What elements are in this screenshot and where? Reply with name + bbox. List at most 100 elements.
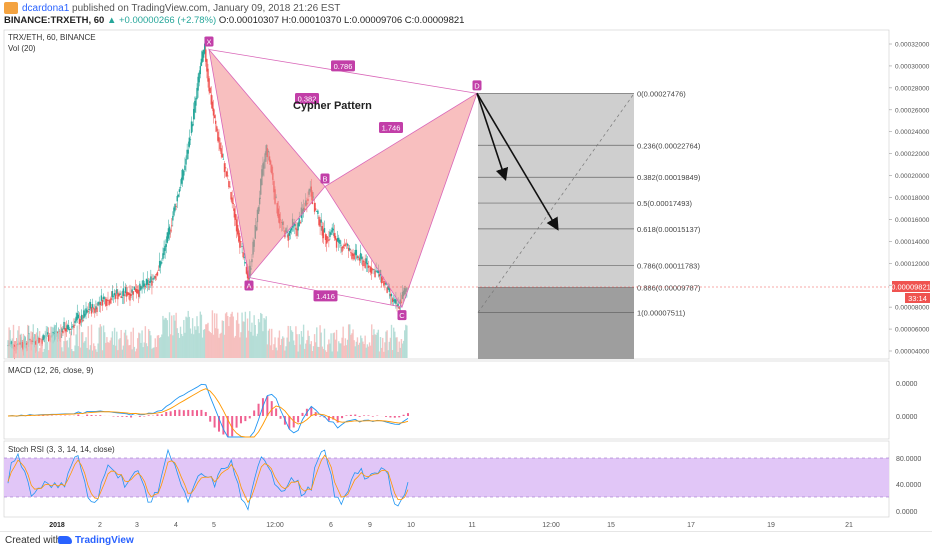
fib-zone-lower (478, 288, 634, 359)
time-tick-label: 21 (845, 522, 853, 529)
pattern-point-label: D (474, 81, 480, 90)
candle-body (189, 138, 190, 147)
pattern-point-label: X (206, 37, 211, 46)
macd-hist-bar (244, 416, 246, 421)
candle-body (183, 171, 184, 175)
candle-body (294, 224, 295, 227)
price-axis-label: 0.00018000 (895, 195, 930, 202)
macd-hist-bar (205, 412, 207, 416)
macd-hist-bar (385, 416, 387, 417)
candle-body (326, 236, 327, 244)
candle-body (347, 244, 348, 246)
fib-level-label: 0.786(0.00011783) (637, 262, 700, 271)
rsi-axis-label-2: 0.0000 (896, 509, 918, 516)
macd-hist-bar (196, 410, 198, 416)
macd-hist-bar (407, 413, 409, 416)
candle-body (192, 124, 193, 126)
candle-body (172, 216, 173, 221)
time-axis[interactable] (0, 518, 932, 531)
price-axis-label: 0.00006000 (895, 327, 930, 334)
price-panel[interactable] (4, 30, 889, 359)
fib-zone-upper (478, 94, 634, 288)
candle-body (94, 309, 95, 313)
fib-level-label: 1(0.00007511) (637, 309, 686, 318)
candle-body (242, 252, 243, 257)
macd-hist-bar (178, 410, 180, 416)
candle-body (191, 121, 192, 133)
candle-body (342, 246, 343, 248)
price-axis-label: 0.00004000 (895, 349, 930, 356)
macd-hist-bar (121, 416, 123, 417)
stoch-legend[interactable]: Stoch RSI (3, 3, 14, 14, close) (8, 445, 115, 454)
macd-hist-bar (266, 396, 268, 416)
candle-body (356, 250, 357, 255)
macd-legend[interactable]: MACD (12, 26, close, 9) (8, 366, 94, 375)
vol-legend[interactable]: Vol (20) (8, 44, 36, 53)
candle-body (200, 66, 201, 74)
candle-body (330, 233, 331, 235)
candle-body (240, 241, 241, 242)
time-tick-label: 10 (407, 522, 415, 529)
fib-level-label: 0.886(0.00009787) (637, 284, 701, 293)
price-axis[interactable]: 0.000320000.000300000.000280000.00026000… (889, 42, 930, 356)
candle-body (375, 271, 376, 272)
candle-body (382, 279, 383, 280)
macd-hist-bar (367, 415, 369, 416)
price-axis-label: 0.00022000 (895, 151, 930, 158)
candle-body (88, 311, 89, 312)
pattern-point-label: C (399, 311, 405, 320)
candle-body (102, 300, 103, 306)
candle-body (358, 257, 359, 258)
price-axis-label: 0.00030000 (895, 63, 930, 70)
candle-body (245, 262, 246, 263)
candle-body (327, 238, 328, 239)
candle-body (216, 126, 217, 131)
candle-body (138, 290, 139, 297)
candle-body (229, 187, 230, 188)
candle-body (73, 325, 74, 328)
candle-body (177, 196, 178, 201)
time-tick-label: 17 (687, 522, 695, 529)
time-tick-label: 5 (212, 522, 216, 529)
candle-body (91, 307, 92, 313)
tradingview-logo[interactable]: TradingView (58, 535, 134, 546)
pattern-title: Cypher Pattern (293, 100, 372, 112)
trading-chart[interactable]: 0(0.00027476)0.236(0.00022764)0.382(0.00… (0, 0, 932, 531)
macd-hist-bar (183, 410, 185, 416)
candle-body (174, 204, 175, 211)
candle-body (397, 304, 398, 306)
candle-body (170, 230, 171, 231)
candle-body (175, 206, 176, 207)
candle-body (214, 115, 215, 118)
macd-hist-bar (86, 415, 88, 416)
candle-body (92, 304, 93, 308)
candle-body (113, 296, 114, 297)
candle-body (328, 239, 329, 241)
macd-hist-bar (363, 415, 365, 416)
time-tick-label: 12:00 (542, 522, 560, 529)
candle-body (70, 329, 71, 330)
pattern-point-label: B (322, 175, 327, 184)
macd-hist-bar (209, 416, 211, 422)
macd-hist-bar (126, 416, 128, 417)
macd-panel[interactable] (4, 361, 889, 439)
candle-body (82, 320, 83, 321)
pair-legend[interactable]: TRX/ETH, 60, BINANCE (8, 33, 96, 42)
countdown-text: 33:14 (908, 294, 927, 303)
price-axis-label: 0.00020000 (895, 173, 930, 180)
macd-hist-bar (389, 416, 391, 417)
candle-body (122, 297, 123, 298)
pattern-point-label: A (246, 282, 251, 291)
candle-body (227, 176, 228, 177)
candle-body (185, 159, 186, 165)
macd-hist-bar (174, 410, 176, 416)
macd-hist-bar (302, 413, 304, 416)
macd-hist-bar (148, 415, 150, 416)
macd-hist-bar (275, 408, 277, 416)
candle-body (213, 108, 214, 115)
candle-body (367, 263, 368, 264)
candle-body (333, 229, 334, 231)
candle-body (361, 257, 362, 260)
macd-axis-label-1: 0.0000 (896, 414, 918, 421)
candle-body (86, 310, 87, 313)
